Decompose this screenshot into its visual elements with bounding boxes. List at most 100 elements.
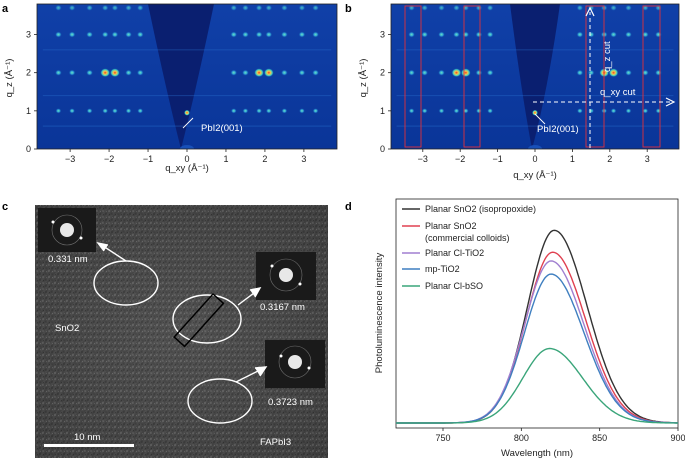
diffraction-spot xyxy=(265,31,273,38)
fft-spacing-1: 0.331 nm xyxy=(48,254,88,265)
diffraction-spot xyxy=(486,69,494,76)
diffraction-spot xyxy=(421,31,429,38)
diffraction-spot xyxy=(475,108,482,114)
diffraction-spot xyxy=(280,4,288,11)
diffraction-spot xyxy=(486,4,494,11)
diffraction-spot xyxy=(408,108,415,114)
x-tick-label: 2 xyxy=(262,154,267,164)
diffraction-spot xyxy=(475,31,483,38)
diffraction-spot xyxy=(86,4,94,11)
panel-b-label: b xyxy=(345,3,352,15)
diffraction-spot xyxy=(241,69,249,76)
diffraction-spot xyxy=(111,4,119,11)
fft-arrows xyxy=(96,241,268,383)
pbi2-annotation-b: PbI2(001) xyxy=(537,124,579,135)
fft-spacing-3: 0.3723 nm xyxy=(268,397,313,408)
qxy-cut-label: q_xy cut xyxy=(600,87,636,98)
pl-plot-frame xyxy=(395,198,679,429)
diffraction-spot xyxy=(487,108,494,114)
x-tick-label: −2 xyxy=(104,154,114,164)
diffraction-spot xyxy=(625,108,632,114)
diffraction-spot xyxy=(86,108,93,114)
diffraction-spot xyxy=(576,69,584,76)
diffraction-spot xyxy=(102,108,109,114)
y-axis-label-a: q_z (Å⁻¹) xyxy=(4,59,15,98)
diffraction-spot xyxy=(54,31,62,38)
diffraction-spot xyxy=(437,31,445,38)
diffraction-spot xyxy=(263,68,274,78)
diffraction-spot xyxy=(101,31,109,38)
y-tick-label: 1 xyxy=(380,106,385,116)
diffraction-spot xyxy=(610,4,618,11)
pl-series-line xyxy=(396,273,678,424)
diffraction-spot xyxy=(438,108,445,114)
diffraction-spot xyxy=(230,4,238,11)
x-tick-label: 0 xyxy=(184,154,189,164)
scale-bar-label: 10 nm xyxy=(74,432,100,443)
diffraction-spot xyxy=(641,31,649,38)
diffraction-spot xyxy=(111,31,119,38)
pbi2-spot xyxy=(184,109,190,116)
diffraction-spot xyxy=(475,69,483,76)
y-tick-label: 2 xyxy=(380,68,385,78)
y-tick-label: 3 xyxy=(26,30,31,40)
pl-x-tick-label: 800 xyxy=(514,433,529,443)
y-tick-label: 0 xyxy=(26,144,31,154)
x-tick-label: 1 xyxy=(223,154,228,164)
diffraction-spot xyxy=(421,108,428,114)
diffraction-spot xyxy=(230,69,238,76)
diffraction-spot xyxy=(642,108,649,114)
diffraction-spot xyxy=(408,31,416,38)
diffraction-spot xyxy=(111,108,118,114)
pl-y-axis-label: Photoluminescence intensity xyxy=(374,253,385,374)
diffraction-spot xyxy=(86,31,94,38)
diffraction-spot xyxy=(136,4,144,11)
region-label-sno2: SnO2 xyxy=(55,323,79,334)
pl-x-tick-label: 900 xyxy=(670,433,685,443)
y-axis-label-b: q_z (Å⁻¹) xyxy=(358,59,369,98)
x-tick-label: 1 xyxy=(570,154,575,164)
diffraction-spot xyxy=(255,31,263,38)
region-ellipse-3 xyxy=(187,378,253,424)
diffraction-spot xyxy=(241,31,249,38)
fft-inset-3 xyxy=(265,340,325,388)
diffraction-spot xyxy=(125,4,133,11)
annotation-arrow-b xyxy=(534,113,546,125)
legend-entry: Planar Cl-TiO2 xyxy=(425,248,484,258)
giwaxs-map-b xyxy=(391,4,679,149)
diffraction-spot xyxy=(654,69,662,76)
x-tick-label: −2 xyxy=(455,154,465,164)
diffraction-spot xyxy=(576,108,583,114)
diffraction-spot xyxy=(101,4,109,11)
x-tick-label: 3 xyxy=(301,154,306,164)
diffraction-spot xyxy=(437,4,445,11)
diffraction-spot xyxy=(265,4,273,11)
diffraction-spot xyxy=(125,69,133,76)
qz-cut-label: q_z cut xyxy=(602,41,613,72)
legend-entry: Planar SnO2 (isopropoxide) xyxy=(425,204,536,214)
panel-a-label: a xyxy=(2,3,9,15)
diffraction-spot xyxy=(421,69,429,76)
diffraction-spot xyxy=(298,4,306,11)
pl-series-line xyxy=(396,251,678,424)
diffraction-spot xyxy=(312,69,320,76)
diffraction-spot xyxy=(109,68,120,78)
diffraction-spot xyxy=(230,31,238,38)
diffraction-spot xyxy=(136,69,144,76)
diffraction-spot xyxy=(86,69,94,76)
diffraction-spot xyxy=(137,108,144,114)
diffraction-spot xyxy=(68,31,76,38)
pl-x-tick-label: 750 xyxy=(435,433,450,443)
diffraction-spot xyxy=(451,68,462,78)
x-axis-label-a: q_xy (Å⁻¹) xyxy=(165,163,209,174)
qz-cut-arrow xyxy=(585,6,595,148)
diffraction-spot xyxy=(421,4,429,11)
region-ellipse-2 xyxy=(172,294,242,344)
y-tick-label: 1 xyxy=(26,106,31,116)
diffraction-spot xyxy=(312,4,320,11)
diffraction-spot xyxy=(69,108,76,114)
diffraction-spot xyxy=(68,4,76,11)
panel-a: a −3 −2 −1 0 1 2 3 0 1 2 3 PbI2(001) q_xy (Å⁻¹) q_… xyxy=(2,3,338,174)
diffraction-spot xyxy=(312,108,319,114)
x-tick-label: 0 xyxy=(532,154,537,164)
